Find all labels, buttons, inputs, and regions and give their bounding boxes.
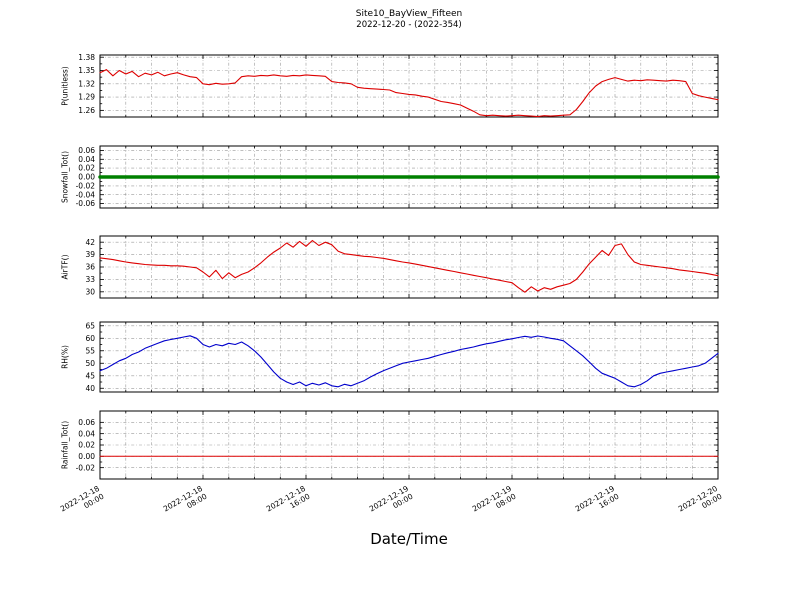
y-tick-label: 40 bbox=[85, 384, 95, 393]
y-tick-label: 65 bbox=[85, 321, 95, 330]
x-axis-title: Date/Time bbox=[370, 530, 448, 548]
y-tick-label: -0.04 bbox=[76, 190, 96, 199]
y-tick-label: 0.02 bbox=[78, 441, 95, 450]
panel-p: 1.38 1.35 1.32 1.29 1.26 P(unitless) bbox=[61, 53, 719, 118]
y-axis-label-snowfall: Snowfall_Tot() bbox=[61, 151, 70, 203]
chart-title: Site10_BayView_Fifteen bbox=[355, 9, 463, 19]
chart-subtitle: 2022-12-20 - (2022-354) bbox=[356, 20, 462, 30]
y-tick-label: 0.04 bbox=[78, 155, 95, 164]
y-tick-label: -0.02 bbox=[76, 463, 96, 472]
y-axis-label-airtf: AirTF() bbox=[61, 254, 70, 279]
panel-rh: 65 60 55 50 45 40 RH(%) bbox=[61, 321, 719, 393]
panel-snowfall: 0.060.040.020.00-0.02-0.04-0.06 Snowfall_… bbox=[61, 145, 720, 209]
y-tick-label: 1.29 bbox=[78, 93, 95, 102]
y-tick-label: 50 bbox=[85, 359, 95, 368]
y-tick-label: 33 bbox=[85, 275, 95, 284]
y-tick-label: 0.00 bbox=[78, 173, 95, 182]
y-tick-label: -0.02 bbox=[76, 181, 96, 190]
panel-rainfall: 0.06 0.04 0.02 0.00 -0.02 Rainfall_Tot() bbox=[61, 410, 719, 480]
y-axis-label-p: P(unitless) bbox=[61, 66, 70, 105]
series-line-airtf bbox=[99, 239, 719, 293]
y-tick-label: 1.35 bbox=[78, 66, 95, 75]
y-tick-label: 0.06 bbox=[78, 146, 95, 155]
y-axis-label-rainfall: Rainfall_Tot() bbox=[61, 421, 70, 469]
y-tick-label: 30 bbox=[85, 287, 95, 296]
series-line-p bbox=[99, 69, 719, 118]
y-tick-label: 60 bbox=[85, 334, 95, 343]
y-tick-label: 0.06 bbox=[78, 418, 95, 427]
series-line-rh bbox=[99, 335, 719, 388]
y-tick-label: 0.02 bbox=[78, 164, 95, 173]
y-tick-label: 1.32 bbox=[78, 79, 95, 88]
y-tick-label: -0.06 bbox=[76, 199, 96, 208]
y-tick-label: 1.38 bbox=[78, 53, 95, 62]
y-tick-label: 45 bbox=[85, 371, 95, 380]
y-tick-label: 36 bbox=[85, 263, 95, 272]
y-tick-label: 39 bbox=[85, 250, 95, 259]
panel-airtf: 42 39 36 33 30 AirTF() bbox=[61, 235, 719, 299]
y-tick-label: 1.26 bbox=[78, 106, 95, 115]
y-axis-label-rh: RH(%) bbox=[61, 345, 70, 369]
y-tick-label: 42 bbox=[85, 238, 95, 247]
y-tick-label: 55 bbox=[85, 346, 95, 355]
y-tick-label: 0.04 bbox=[78, 429, 95, 438]
y-tick-label: 0.00 bbox=[78, 452, 95, 461]
